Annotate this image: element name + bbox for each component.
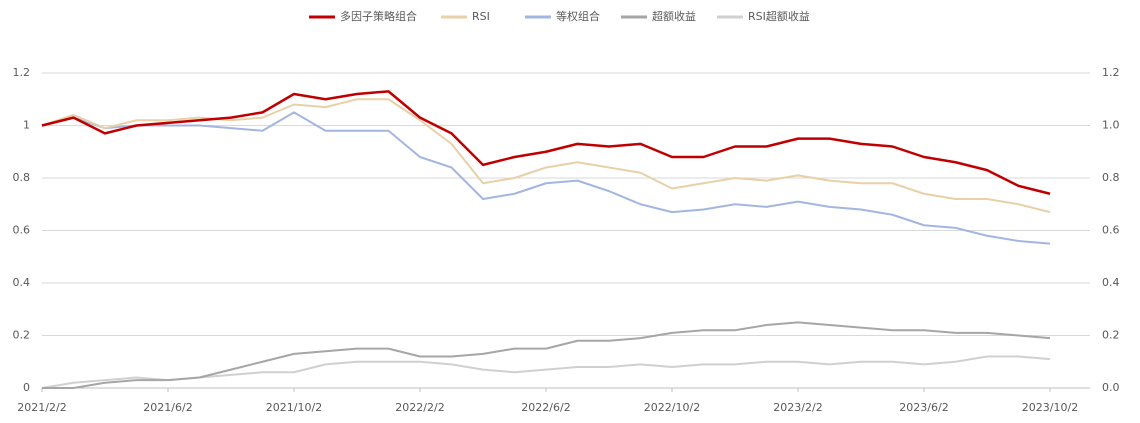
x-tick-label: 2022/2/2 [395,401,444,414]
series-line [42,321,1051,389]
y2-tick-label: 0.8 [1102,171,1120,184]
y2-tick-label: 1.0 [1102,119,1120,132]
x-tick-label: 2023/6/2 [899,401,948,414]
y-tick-label: 0.8 [13,171,31,184]
y-tick-label: 0.4 [13,276,31,289]
series-line [41,90,1051,195]
x-tick-label: 2021/10/2 [266,401,322,414]
x-tick-label: 2021/6/2 [143,401,192,414]
y-tick-label: 0.6 [13,224,31,237]
y2-tick-label: 1.2 [1102,66,1120,79]
y2-tick-label: 0.6 [1102,224,1120,237]
legend-label: 超额收益 [652,9,696,23]
series-line [41,355,1051,389]
y-tick-label: 1 [23,119,30,132]
legend-label: RSI [472,10,490,23]
series-line [41,111,1051,245]
y-tick-label: 1.2 [13,66,31,79]
x-tick-label: 2022/10/2 [644,401,700,414]
x-tick-label: 2021/2/2 [17,401,66,414]
series-line [41,98,1051,214]
y2-tick-label: 0.2 [1102,329,1120,342]
y2-tick-label: 0.0 [1102,381,1120,394]
y-tick-label: 0.2 [13,329,31,342]
legend-label: 多因子策略组合 [340,9,417,23]
legend-label: 等权组合 [556,9,600,23]
y2-tick-label: 0.4 [1102,276,1120,289]
legend-label: RSI超额收益 [748,9,810,23]
x-tick-label: 2023/2/2 [773,401,822,414]
y-tick-label: 0 [23,381,30,394]
x-tick-label: 2023/10/2 [1022,401,1078,414]
x-tick-label: 2022/6/2 [521,401,570,414]
